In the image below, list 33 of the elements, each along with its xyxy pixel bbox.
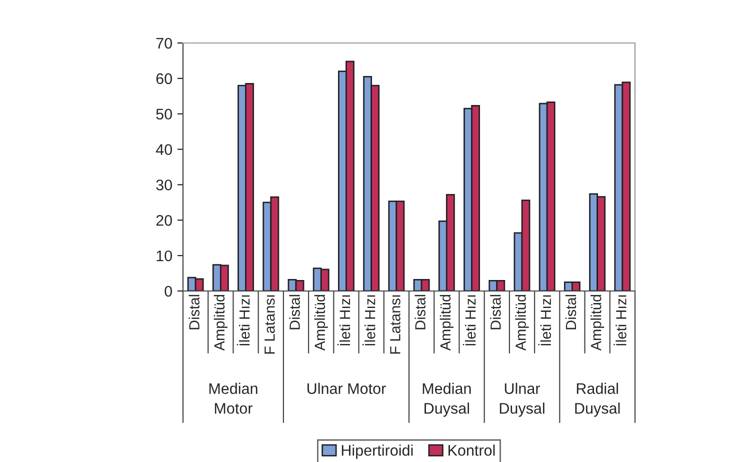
text: Median Duysal: [422, 382, 471, 417]
text: Ulnar Motor: [308, 382, 386, 394]
x-tick-label: Distal: [565, 294, 576, 330]
y-tick-label: 20: [156, 215, 172, 226]
text: Median Motor: [209, 382, 258, 414]
x-tick-label: İleti Hızı: [236, 295, 250, 346]
x-tick-label: Amplitüd: [590, 294, 604, 351]
y-tick-label: 50: [156, 108, 172, 120]
y-tick-label: 40: [156, 144, 172, 155]
legend-label: Kontrol: [448, 444, 495, 456]
x-tick-label: Distal: [289, 294, 300, 330]
y-tick-label: 70: [156, 38, 172, 49]
y-tick-label: 0: [164, 286, 172, 297]
y-tick-label: 60: [156, 73, 172, 84]
x-tick-label: İleti Hızı: [362, 295, 376, 346]
x-tick-label: Amplitüd: [214, 294, 228, 351]
x-tick-label: İleti Hızı: [462, 295, 476, 346]
text: Radial Duysal: [575, 382, 620, 417]
text: Ulnar Duysal: [500, 382, 544, 417]
x-tick-label: İleti Hızı: [614, 295, 626, 346]
x-tick-label: İleti Hızı: [337, 295, 350, 346]
x-tick-label: İleti Hızı: [538, 295, 552, 346]
y-tick-label: 10: [156, 250, 172, 262]
y-tick-label: 30: [156, 180, 172, 190]
x-tick-label: Distal: [490, 294, 501, 330]
x-tick-label: Distal: [414, 294, 426, 330]
x-tick-label: Amplitüd: [314, 294, 328, 351]
x-tick-label: F Latansı: [264, 295, 275, 354]
x-tick-label: Amplitüd: [440, 294, 454, 351]
legend-label: Hipertiroidi: [342, 444, 413, 459]
x-tick-label: F Latansı: [390, 295, 400, 354]
x-tick-label: Distal: [188, 294, 200, 330]
x-tick-label: Amplitüd: [515, 294, 529, 351]
